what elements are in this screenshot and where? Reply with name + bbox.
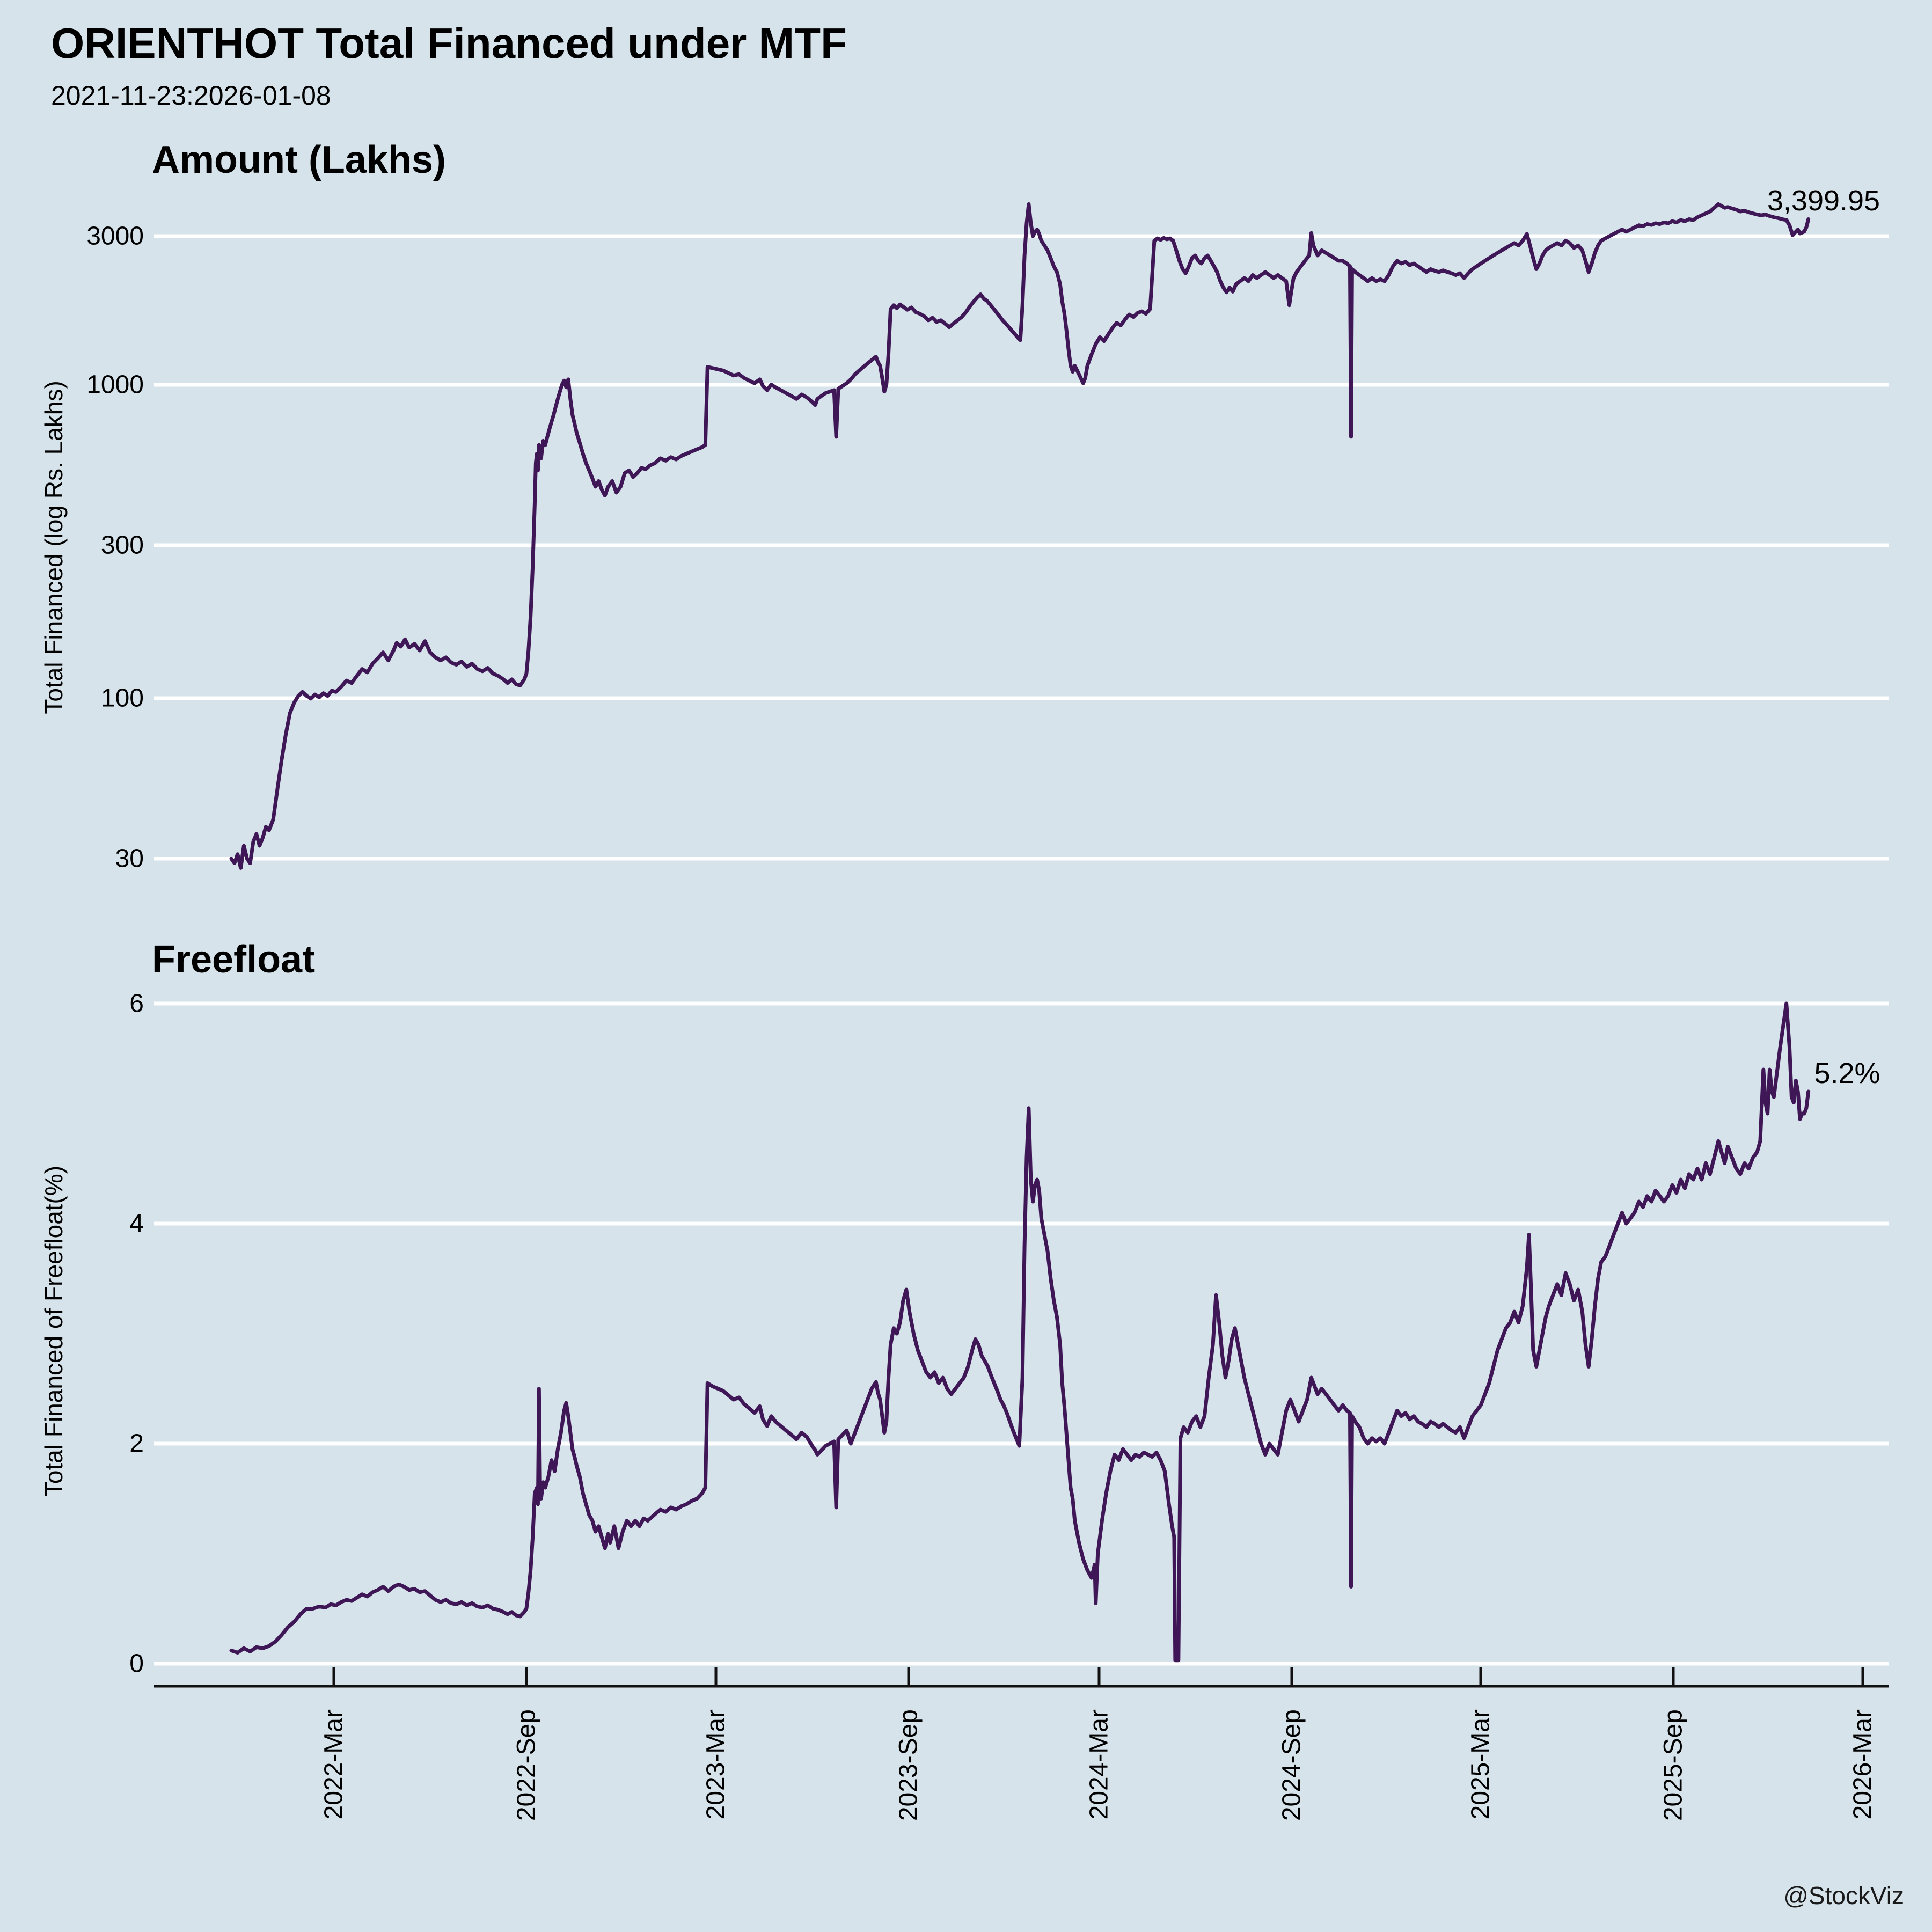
x-label-2025-sep: 2025-Sep <box>1659 1709 1688 1821</box>
freefloat-last-value-annotation: 5.2% <box>1814 1057 1880 1089</box>
freefloat-chart-title: Freefloat <box>152 938 315 981</box>
x-tick-labels: 2022-Mar 2022-Sep 2023-Mar 2023-Sep 2024… <box>320 1709 1877 1821</box>
freefloat-series-line <box>229 1001 1811 1663</box>
x-label-2025-mar: 2025-Mar <box>1467 1709 1495 1819</box>
y-label-3000: 3000 <box>86 222 144 251</box>
freefloat-gridlines <box>154 1001 1889 1666</box>
amount-series-line <box>229 202 1811 870</box>
x-label-2024-sep: 2024-Sep <box>1278 1709 1306 1821</box>
x-label-2022-mar: 2022-Mar <box>320 1709 348 1819</box>
y-label-6: 6 <box>129 990 144 1018</box>
y-label-30: 30 <box>115 845 144 873</box>
x-label-2022-sep: 2022-Sep <box>513 1709 541 1821</box>
amount-y-tick-labels: 3000 1000 300 100 30 <box>86 222 144 873</box>
stockviz-watermark: @StockViz <box>1783 1882 1904 1909</box>
freefloat-y-tick-labels: 6 4 2 0 <box>129 990 144 1678</box>
x-axis <box>154 1667 1889 1688</box>
amount-y-axis-title: Total Financed (log Rs. Lakhs) <box>40 380 68 714</box>
x-label-2024-mar: 2024-Mar <box>1085 1709 1114 1819</box>
amount-chart-title: Amount (Lakhs) <box>152 138 446 181</box>
y-label-100: 100 <box>101 684 144 713</box>
y-label-2: 2 <box>129 1430 144 1458</box>
y-label-0: 0 <box>129 1650 144 1678</box>
x-label-2026-mar: 2026-Mar <box>1849 1709 1877 1819</box>
x-label-2023-mar: 2023-Mar <box>702 1709 730 1819</box>
page-subtitle: 2021-11-23:2026-01-08 <box>51 80 331 111</box>
y-label-300: 300 <box>101 531 144 560</box>
y-label-1000: 1000 <box>86 371 144 399</box>
x-label-2023-sep: 2023-Sep <box>895 1709 923 1821</box>
amount-gridlines <box>154 234 1889 861</box>
amount-last-value-annotation: 3,399.95 <box>1767 185 1880 217</box>
freefloat-y-axis-title: Total Financed of Freefloat(%) <box>40 1166 68 1496</box>
y-label-4: 4 <box>129 1210 144 1238</box>
page-title: ORIENTHOT Total Financed under MTF <box>51 19 847 67</box>
